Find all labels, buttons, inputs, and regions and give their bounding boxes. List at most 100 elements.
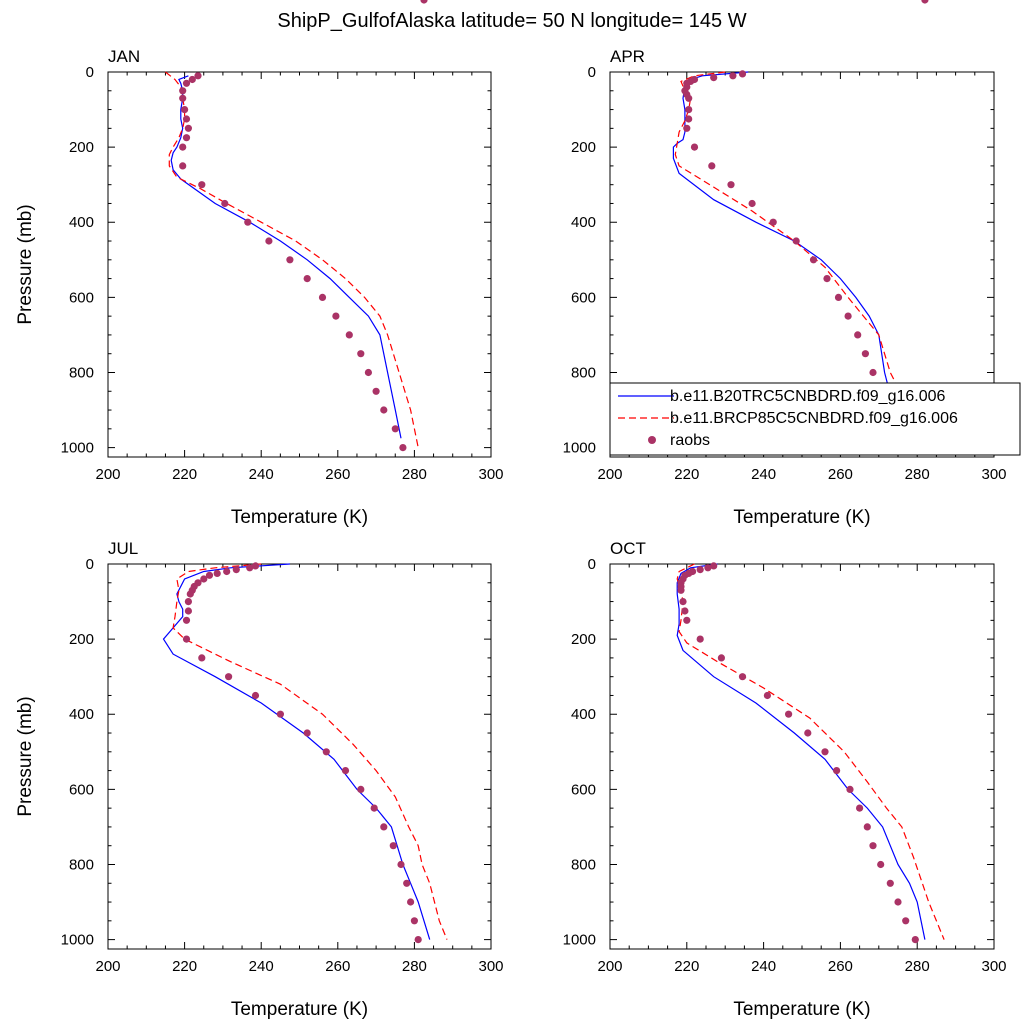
raobs-point bbox=[345, 331, 353, 339]
x-tick-label: 280 bbox=[402, 958, 427, 975]
y-tick-label: 200 bbox=[69, 631, 94, 648]
raobs-point bbox=[685, 94, 693, 102]
x-axis-label: Temperature (K) bbox=[733, 999, 870, 1020]
y-tick-label: 200 bbox=[69, 139, 94, 156]
raobs-point bbox=[748, 199, 756, 208]
raobs-point bbox=[179, 143, 187, 151]
y-tick-label: 800 bbox=[69, 856, 94, 873]
raobs-point bbox=[198, 181, 206, 189]
panel-apr: APR 200 220 240 260 280 300 0 200 400 600 800 1000 Te… bbox=[563, 47, 1021, 528]
raobs-point bbox=[763, 691, 772, 700]
y-tick-label: 1000 bbox=[563, 932, 596, 949]
raobs-point bbox=[696, 635, 704, 643]
y-tick-label: 800 bbox=[571, 856, 596, 873]
legend-label: raobs bbox=[670, 432, 710, 449]
raobs-point bbox=[420, 0, 428, 4]
raobs-point bbox=[397, 860, 405, 869]
raobs-point bbox=[391, 425, 399, 433]
y-tick-label: 1000 bbox=[563, 440, 596, 457]
raobs-point bbox=[182, 134, 191, 142]
raobs-point bbox=[357, 785, 365, 794]
x-tick-label: 260 bbox=[325, 466, 350, 483]
raobs-point bbox=[834, 293, 843, 301]
raobs-point bbox=[399, 444, 407, 452]
raobs-point bbox=[380, 406, 388, 414]
raobs-point bbox=[251, 562, 260, 570]
y-axis-label: Pressure (mb) bbox=[15, 696, 36, 816]
raobs-point bbox=[364, 368, 372, 377]
raobs-point bbox=[232, 566, 240, 574]
y-tick-label: 600 bbox=[69, 781, 94, 798]
raobs-point bbox=[902, 917, 910, 925]
series-line-b20trc bbox=[676, 563, 926, 940]
raobs-point bbox=[729, 72, 737, 80]
raobs-point bbox=[244, 218, 252, 226]
raobs-point bbox=[769, 218, 777, 226]
raobs-point bbox=[184, 598, 192, 606]
legend: b.e11.B20TRC5CNBDRD.f09_g16.006 b.e11.BRC… bbox=[609, 382, 1021, 456]
x-tick-label: 260 bbox=[828, 958, 853, 975]
y-tick-label: 0 bbox=[588, 556, 596, 573]
raobs-point bbox=[341, 767, 350, 775]
raobs-point bbox=[679, 598, 687, 606]
raobs-point bbox=[370, 804, 378, 812]
raobs-point bbox=[276, 710, 284, 718]
raobs-point bbox=[403, 879, 411, 887]
panel-oct: OCT 200 220 240 260 280 300 0 200 400 600 800 1000 Te… bbox=[563, 0, 1007, 1020]
x-tick-label: 240 bbox=[751, 958, 776, 975]
panel-jan: JAN 200 220 240 260 280 300 0 200 400 600 800 1000 Te… bbox=[15, 47, 504, 528]
plot-frame bbox=[107, 563, 492, 950]
x-tick-label: 260 bbox=[828, 466, 853, 483]
y-tick-label: 400 bbox=[571, 214, 596, 231]
y-tick-label: 600 bbox=[571, 781, 596, 798]
raobs-point bbox=[225, 673, 233, 681]
raobs-point bbox=[833, 767, 841, 775]
x-tick-label: 300 bbox=[478, 466, 503, 483]
panel-title: JUL bbox=[108, 539, 138, 558]
panel-jul: JUL 200 220 240 260 280 300 0 200 400 600 800 1000 Te… bbox=[15, 0, 504, 1020]
y-tick-label: 400 bbox=[69, 214, 94, 231]
raobs-point bbox=[894, 898, 902, 906]
raobs-point bbox=[188, 75, 196, 84]
raobs-point bbox=[821, 748, 829, 756]
series-line-b20trc bbox=[170, 75, 402, 439]
y-tick-label: 600 bbox=[69, 289, 94, 306]
raobs-point bbox=[869, 842, 877, 850]
legend-marker bbox=[648, 436, 656, 444]
x-tick-label: 200 bbox=[95, 958, 120, 975]
y-axis-label: Pressure (mb) bbox=[15, 204, 36, 324]
raobs-point bbox=[911, 936, 919, 944]
raobs-point bbox=[223, 567, 231, 576]
raobs-point bbox=[186, 590, 194, 598]
raobs-point bbox=[332, 312, 340, 320]
y-tick-label: 1000 bbox=[61, 440, 94, 457]
raobs-point bbox=[738, 673, 747, 681]
raobs-point bbox=[182, 635, 191, 643]
y-tick-label: 0 bbox=[86, 64, 94, 81]
legend-label: b.e11.BRCP85C5CNBDRD.f09_g16.006 bbox=[670, 410, 958, 427]
raobs-point bbox=[410, 917, 418, 925]
x-tick-label: 200 bbox=[95, 466, 120, 483]
raobs-point bbox=[318, 293, 327, 301]
raobs-point bbox=[380, 823, 388, 831]
raobs-point bbox=[846, 785, 854, 794]
figure-title: ShipP_GulfofAlaska latitude= 50 N longit… bbox=[277, 10, 746, 32]
raobs-point bbox=[863, 823, 871, 831]
y-tick-label: 0 bbox=[588, 64, 596, 81]
x-tick-label: 280 bbox=[402, 466, 427, 483]
x-tick-label: 220 bbox=[172, 958, 197, 975]
raobs-point bbox=[182, 79, 191, 87]
x-tick-label: 220 bbox=[172, 466, 197, 483]
raobs-point bbox=[710, 562, 718, 570]
raobs-point bbox=[407, 898, 415, 906]
raobs-point bbox=[809, 256, 818, 264]
raobs-point bbox=[179, 94, 187, 102]
series-line-rcp85 bbox=[172, 563, 448, 940]
y-tick-label: 400 bbox=[69, 706, 94, 723]
series-line-rcp85 bbox=[165, 71, 419, 448]
raobs-point bbox=[804, 729, 812, 737]
series-line-rcp85 bbox=[676, 563, 945, 940]
y-tick-label: 200 bbox=[571, 631, 596, 648]
raobs-point bbox=[179, 162, 187, 170]
x-tick-label: 300 bbox=[981, 466, 1006, 483]
